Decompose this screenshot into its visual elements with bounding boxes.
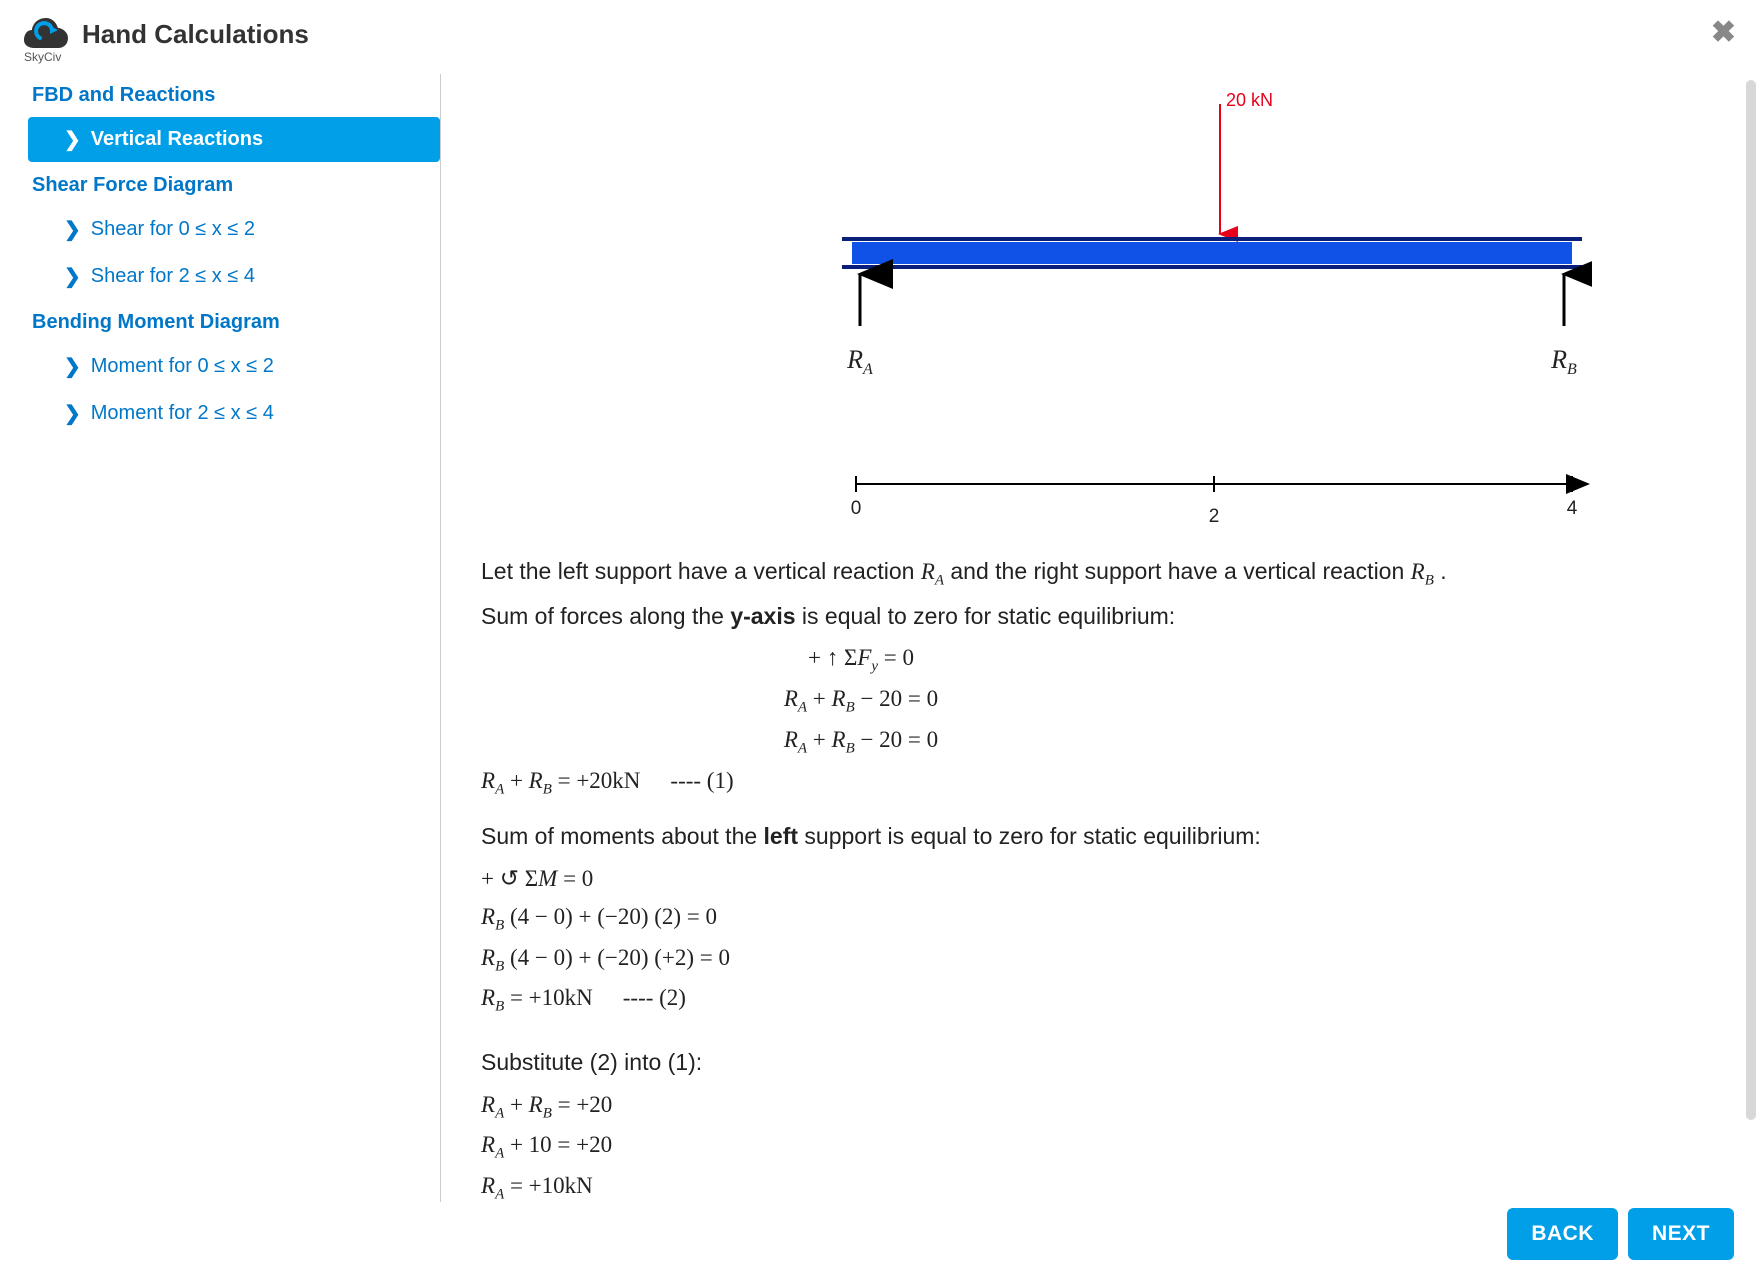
back-button[interactable]: BACK xyxy=(1507,1208,1618,1260)
page-title: Hand Calculations xyxy=(82,19,309,50)
eq-fy-block: + ↑ ΣFy = 0 RA + RB − 20 = 0 RA + RB − 2… xyxy=(481,640,1722,801)
sidebar-item-moment-0-2[interactable]: ❯ Moment for 0 ≤ x ≤ 2 xyxy=(28,344,440,389)
calc-sub-title: Substitute (2) into (1): xyxy=(481,1045,1722,1081)
sidebar-item-label: Moment for 2 ≤ x ≤ 4 xyxy=(91,402,274,425)
sidebar-section-moment[interactable]: Bending Moment Diagram xyxy=(28,301,440,342)
svg-text:4: 4 xyxy=(1566,498,1577,519)
svg-text:2: 2 xyxy=(1208,506,1219,524)
chevron-right-icon: ❯ xyxy=(64,401,81,426)
sidebar-item-label: Shear for 0 ≤ x ≤ 2 xyxy=(91,218,255,241)
free-body-diagram: 20 kNRARB024x(m) xyxy=(612,84,1592,524)
sidebar-item-label: Shear for 2 ≤ x ≤ 4 xyxy=(91,265,255,288)
close-icon[interactable]: ✖ xyxy=(1711,18,1736,48)
header: SkyCiv Hand Calculations ✖ xyxy=(0,0,1762,64)
svg-text:0: 0 xyxy=(850,498,861,519)
sidebar-item-label: Vertical Reactions xyxy=(91,128,263,151)
sidebar-item-vertical-reactions[interactable]: ❯ Vertical Reactions xyxy=(28,117,440,162)
chevron-right-icon: ❯ xyxy=(64,264,81,289)
svg-text:RB: RB xyxy=(1550,345,1577,378)
sidebar: FBD and Reactions ❯ Vertical Reactions S… xyxy=(0,64,440,1282)
eq-m-block: + ↺ ΣM = 0 RB (4 − 0) + (−20) (2) = 0 RB… xyxy=(481,861,1722,1019)
calc-intro: Let the left support have a vertical rea… xyxy=(481,554,1722,593)
next-button[interactable]: NEXT xyxy=(1628,1208,1734,1260)
sidebar-item-moment-2-4[interactable]: ❯ Moment for 2 ≤ x ≤ 4 xyxy=(28,391,440,436)
sidebar-section-fbd[interactable]: FBD and Reactions xyxy=(28,74,440,115)
footer: BACK NEXT xyxy=(1507,1208,1734,1260)
chevron-right-icon: ❯ xyxy=(64,127,81,152)
sidebar-item-label: Moment for 0 ≤ x ≤ 2 xyxy=(91,355,274,378)
sidebar-item-shear-0-2[interactable]: ❯ Shear for 0 ≤ x ≤ 2 xyxy=(28,207,440,252)
sidebar-item-shear-2-4[interactable]: ❯ Shear for 2 ≤ x ≤ 4 xyxy=(28,254,440,299)
calc-m-intro: Sum of moments about the left support is… xyxy=(481,819,1722,855)
sidebar-section-shear[interactable]: Shear Force Diagram xyxy=(28,164,440,205)
main-content: 20 kNRARB024x(m) Let the left support ha… xyxy=(441,64,1762,1282)
app-logo: SkyCiv xyxy=(22,14,70,54)
svg-text:20 kN: 20 kN xyxy=(1226,90,1273,110)
svg-text:RA: RA xyxy=(846,345,873,378)
calc-fy-intro: Sum of forces along the y-axis is equal … xyxy=(481,599,1722,635)
calculation-body: Let the left support have a vertical rea… xyxy=(481,554,1722,1207)
scrollbar[interactable] xyxy=(1746,80,1756,1120)
chevron-right-icon: ❯ xyxy=(64,217,81,242)
eq-sub-block: RA + RB = +20 RA + 10 = +20 RA = +10kN xyxy=(481,1087,1722,1207)
chevron-right-icon: ❯ xyxy=(64,354,81,379)
logo-text: SkyCiv xyxy=(24,50,61,64)
